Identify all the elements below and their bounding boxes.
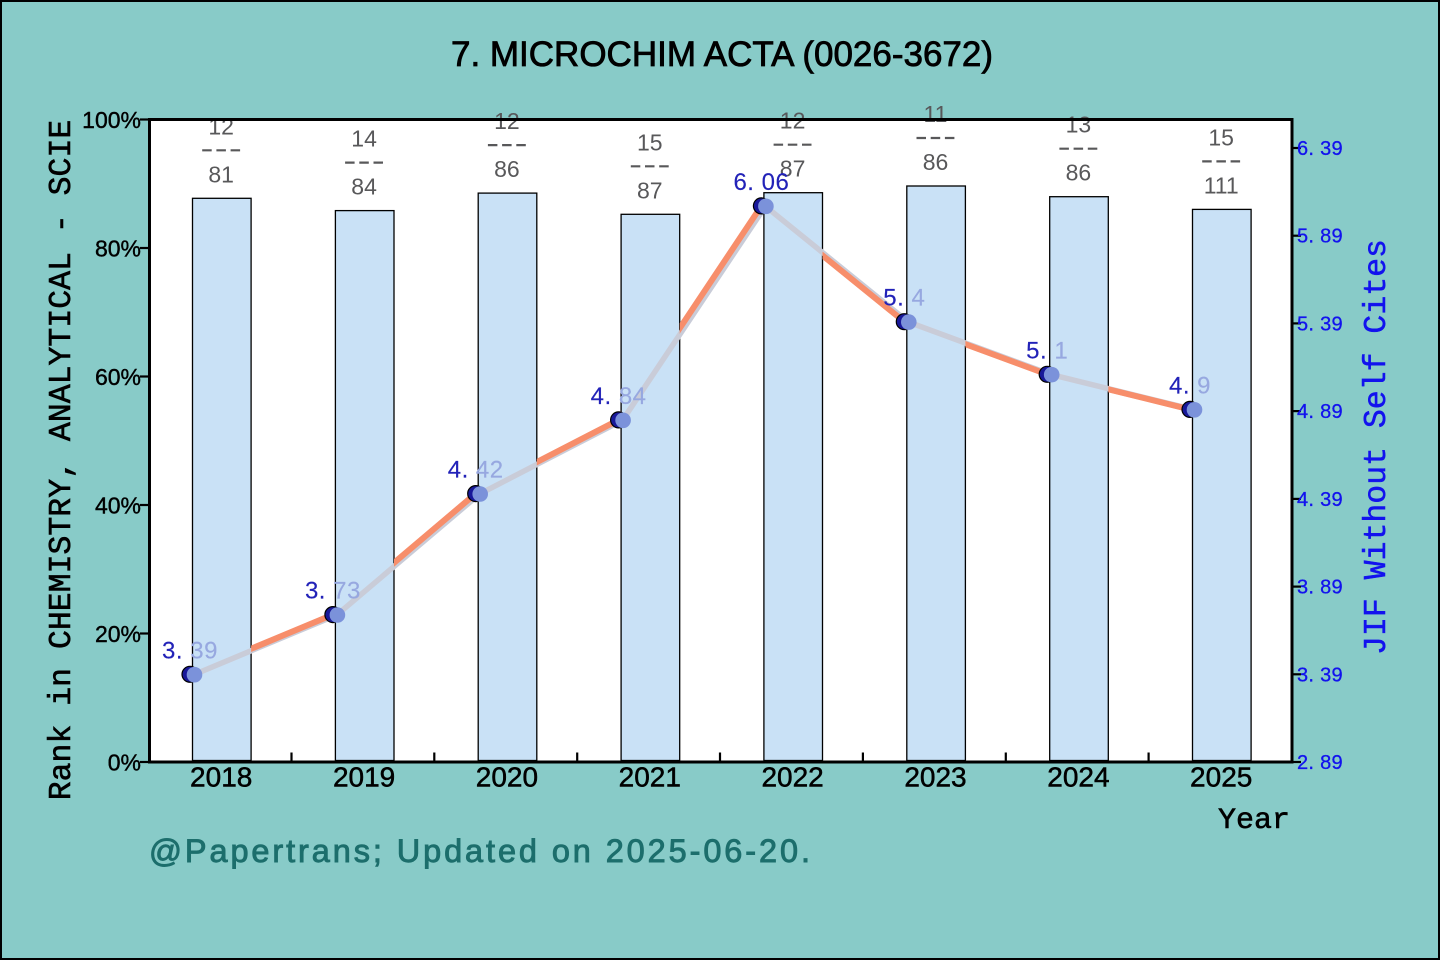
svg-text:7. MICROCHIM ACTA (0026-3672): 7. MICROCHIM ACTA (0026-3672) [451, 35, 993, 74]
svg-text:15: 15 [637, 129, 663, 155]
svg-text:4. 9: 4. 9 [1169, 372, 1211, 399]
svg-text:12: 12 [494, 108, 520, 134]
svg-text:2019: 2019 [333, 762, 395, 793]
svg-text:2022: 2022 [761, 762, 823, 793]
svg-text:12: 12 [208, 113, 234, 139]
svg-text:14: 14 [351, 126, 377, 152]
svg-text:4. 42: 4. 42 [448, 457, 504, 484]
svg-text:4. 39: 4. 39 [1297, 489, 1343, 511]
svg-text:2023: 2023 [904, 762, 966, 793]
svg-text:86: 86 [923, 149, 949, 175]
svg-text:2024: 2024 [1047, 762, 1109, 793]
svg-text:2020: 2020 [476, 762, 538, 793]
svg-text:111: 111 [1204, 172, 1239, 198]
svg-text:87: 87 [780, 156, 806, 182]
svg-text:2021: 2021 [619, 762, 681, 793]
svg-text:JIF Without Self Cites: JIF Without Self Cites [1360, 239, 1395, 655]
svg-text:3. 89: 3. 89 [1297, 577, 1343, 599]
svg-text:Year: Year [1218, 804, 1290, 838]
svg-text:84: 84 [351, 174, 377, 200]
svg-text:20%: 20% [95, 621, 141, 647]
svg-text:3. 73: 3. 73 [305, 578, 361, 605]
svg-text:60%: 60% [95, 364, 141, 390]
svg-text:6. 06: 6. 06 [733, 169, 789, 196]
svg-text:15: 15 [1208, 124, 1234, 150]
svg-text:2018: 2018 [190, 762, 252, 793]
svg-text:2025: 2025 [1190, 762, 1252, 793]
svg-text:81: 81 [208, 161, 234, 187]
svg-text:6. 39: 6. 39 [1297, 138, 1343, 160]
svg-text:87: 87 [637, 177, 663, 203]
svg-text:5. 89: 5. 89 [1297, 226, 1343, 248]
svg-text:@Papertrans; Updated on 2025-0: @Papertrans; Updated on 2025-06-20. [149, 833, 813, 869]
svg-text:11: 11 [924, 101, 948, 127]
svg-text:100%: 100% [82, 107, 141, 133]
svg-text:4. 84: 4. 84 [591, 383, 647, 410]
svg-text:5. 4: 5. 4 [883, 285, 925, 312]
svg-text:2. 89: 2. 89 [1297, 752, 1343, 774]
svg-text:4. 89: 4. 89 [1297, 401, 1343, 423]
svg-text:86: 86 [1066, 160, 1092, 186]
svg-text:86: 86 [494, 156, 520, 182]
svg-text:5. 39: 5. 39 [1297, 313, 1343, 335]
svg-text:13: 13 [1066, 112, 1092, 138]
svg-text:3. 39: 3. 39 [162, 637, 218, 664]
svg-text:3. 39: 3. 39 [1297, 664, 1343, 686]
svg-text:Rank in CHEMISTRY, ANALYTICAL: Rank in CHEMISTRY, ANALYTICAL - SCIE [45, 120, 80, 801]
svg-text:0%: 0% [108, 750, 141, 776]
svg-text:5. 1: 5. 1 [1026, 337, 1068, 364]
svg-text:40%: 40% [95, 493, 141, 519]
svg-text:80%: 80% [95, 236, 141, 262]
